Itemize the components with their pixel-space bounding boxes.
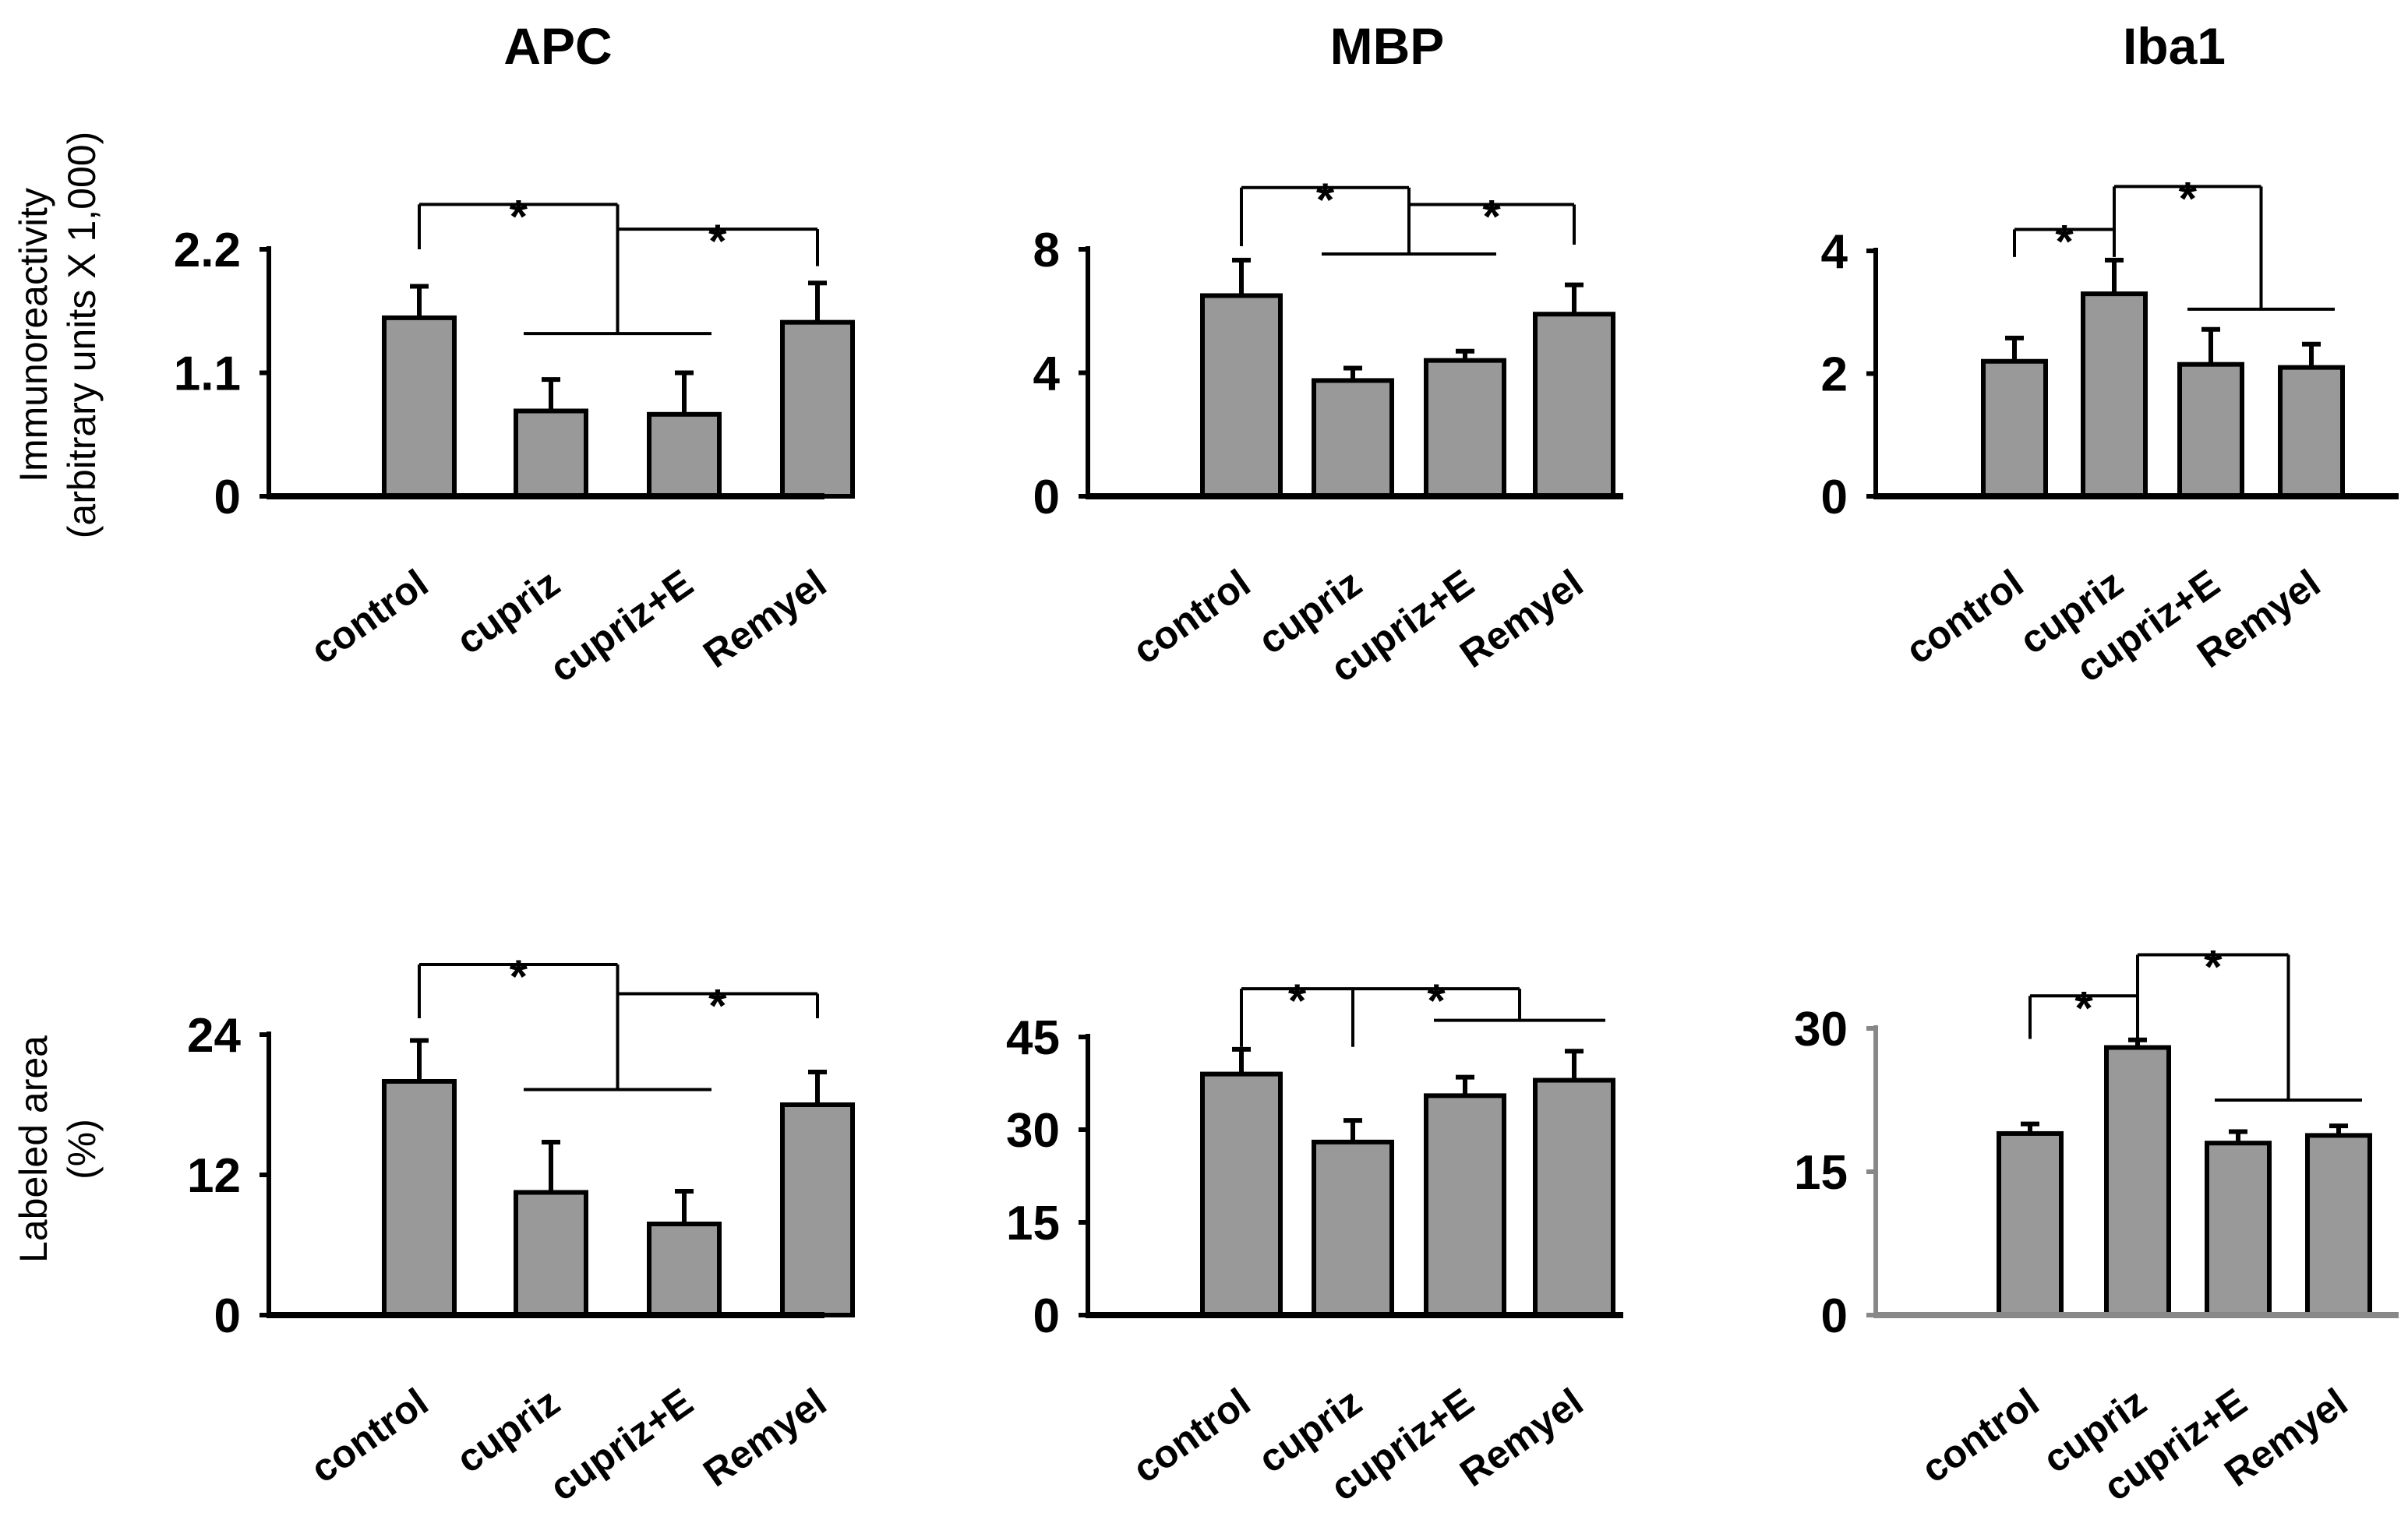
bar-remyel [1533,1077,1615,1317]
significance-star: * [510,950,528,1003]
y-tick-label: 30 [1006,1104,1060,1158]
bar-cupriz [514,1190,588,1317]
panel-title: MBP [1330,17,1445,75]
category-label: Remyel [1452,561,1591,676]
bar-cupriz [514,408,588,499]
bar-remyel [2278,365,2345,499]
significance-star: * [1288,975,1307,1027]
bar-control [1981,358,2048,499]
category-label: control [302,561,436,672]
bar-control [1200,1071,1283,1317]
significance-star: * [2074,982,2093,1034]
panel-title: Iba1 [2123,17,2226,75]
significance-star: * [2055,215,2074,267]
category-label: cupriz+E [542,561,701,690]
y-tick-label: 0 [1821,1289,1848,1343]
y-tick-label: 45 [1006,1011,1060,1065]
bar-cupriz+e [1424,358,1506,499]
row-0-y-label: Immunoreactivity (arbitrary units X 1,000… [12,132,104,538]
category-label: control [1913,1380,2046,1491]
significance-star: * [2204,941,2223,993]
y-tick-label: 0 [1033,471,1060,524]
bar-cupriz+e [647,411,722,499]
bar-remyel [1533,312,1615,499]
y-tick-label: 4 [1033,347,1061,401]
category-label: Remyel [695,561,834,676]
y-tick-label: 15 [1794,1146,1848,1200]
category-label: cupriz+E [542,1380,701,1509]
bar-remyel [780,1102,855,1317]
category-label: Remyel [695,1380,834,1495]
y-tick-label: 2.2 [174,224,241,277]
significance-star: * [708,215,727,267]
bar-cupriz [2104,1045,2171,1317]
y-tick-label: 15 [1006,1197,1060,1250]
y-tick-label: 12 [187,1149,241,1203]
bar-remyel [2305,1133,2372,1318]
bar-control [382,1079,457,1317]
category-label: control [1125,1380,1258,1491]
significance-star: * [1316,174,1335,226]
bar-control [382,315,457,499]
significance-star: * [2179,172,2198,224]
y-label-line: (arbitrary units X 1,000) [60,132,104,538]
significance-star: * [708,980,727,1032]
y-tick-label: 1.1 [174,347,241,401]
bar-cupriz+e [2177,361,2244,499]
y-tick-label: 0 [1033,1289,1060,1343]
y-tick-label: 4 [1821,225,1848,279]
category-label: cupriz [449,1380,568,1481]
y-tick-label: 30 [1794,1003,1848,1056]
y-label-line: Labeled area [12,1035,55,1263]
bar-cupriz+e [1424,1093,1506,1318]
y-tick-label: 8 [1033,224,1060,277]
y-tick-label: 2 [1821,348,1848,402]
bar-cupriz+e [647,1222,722,1317]
y-tick-label: 0 [1821,471,1848,524]
bar-cupriz [2081,291,2148,499]
significance-star: * [510,190,528,242]
y-label-line: Immunoreactivity [12,188,55,482]
bar-control [1200,293,1283,499]
bar-cupriz+e [2205,1141,2272,1317]
significance-star: * [1482,191,1501,243]
bar-control [1997,1130,2064,1318]
category-label: cupriz [449,561,568,662]
panel-title: APC [503,17,612,75]
bar-cupriz [1312,378,1394,499]
row-1-y-label: Labeled area (%) [12,1035,104,1263]
bar-remyel [780,319,855,499]
y-tick-label: 24 [187,1009,241,1063]
category-label: control [1898,561,2031,672]
bar-cupriz [1312,1139,1394,1318]
category-label: Remyel [1452,1380,1591,1495]
category-label: control [302,1380,436,1491]
significance-star: * [1427,975,1446,1027]
y-tick-label: 0 [214,1289,241,1343]
row-y-labels: Immunoreactivity (arbitrary units X 1,000… [12,132,104,1263]
y-label-line: (%) [60,1119,104,1180]
y-tick-label: 0 [214,471,241,524]
category-label: control [1125,561,1258,672]
